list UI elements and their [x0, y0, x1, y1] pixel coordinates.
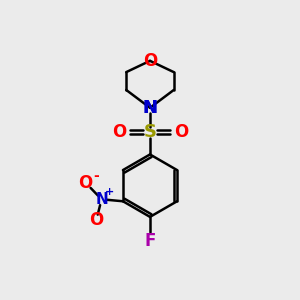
Text: -: -: [94, 169, 99, 183]
Text: F: F: [144, 232, 156, 250]
Text: O: O: [89, 211, 103, 229]
Text: N: N: [142, 99, 158, 117]
Text: N: N: [142, 99, 158, 117]
Text: +: +: [104, 188, 114, 197]
Text: S: S: [143, 123, 157, 141]
Text: O: O: [112, 123, 126, 141]
Text: O: O: [78, 173, 92, 191]
Text: O: O: [174, 123, 188, 141]
Text: N: N: [95, 192, 108, 207]
Text: O: O: [143, 52, 157, 70]
